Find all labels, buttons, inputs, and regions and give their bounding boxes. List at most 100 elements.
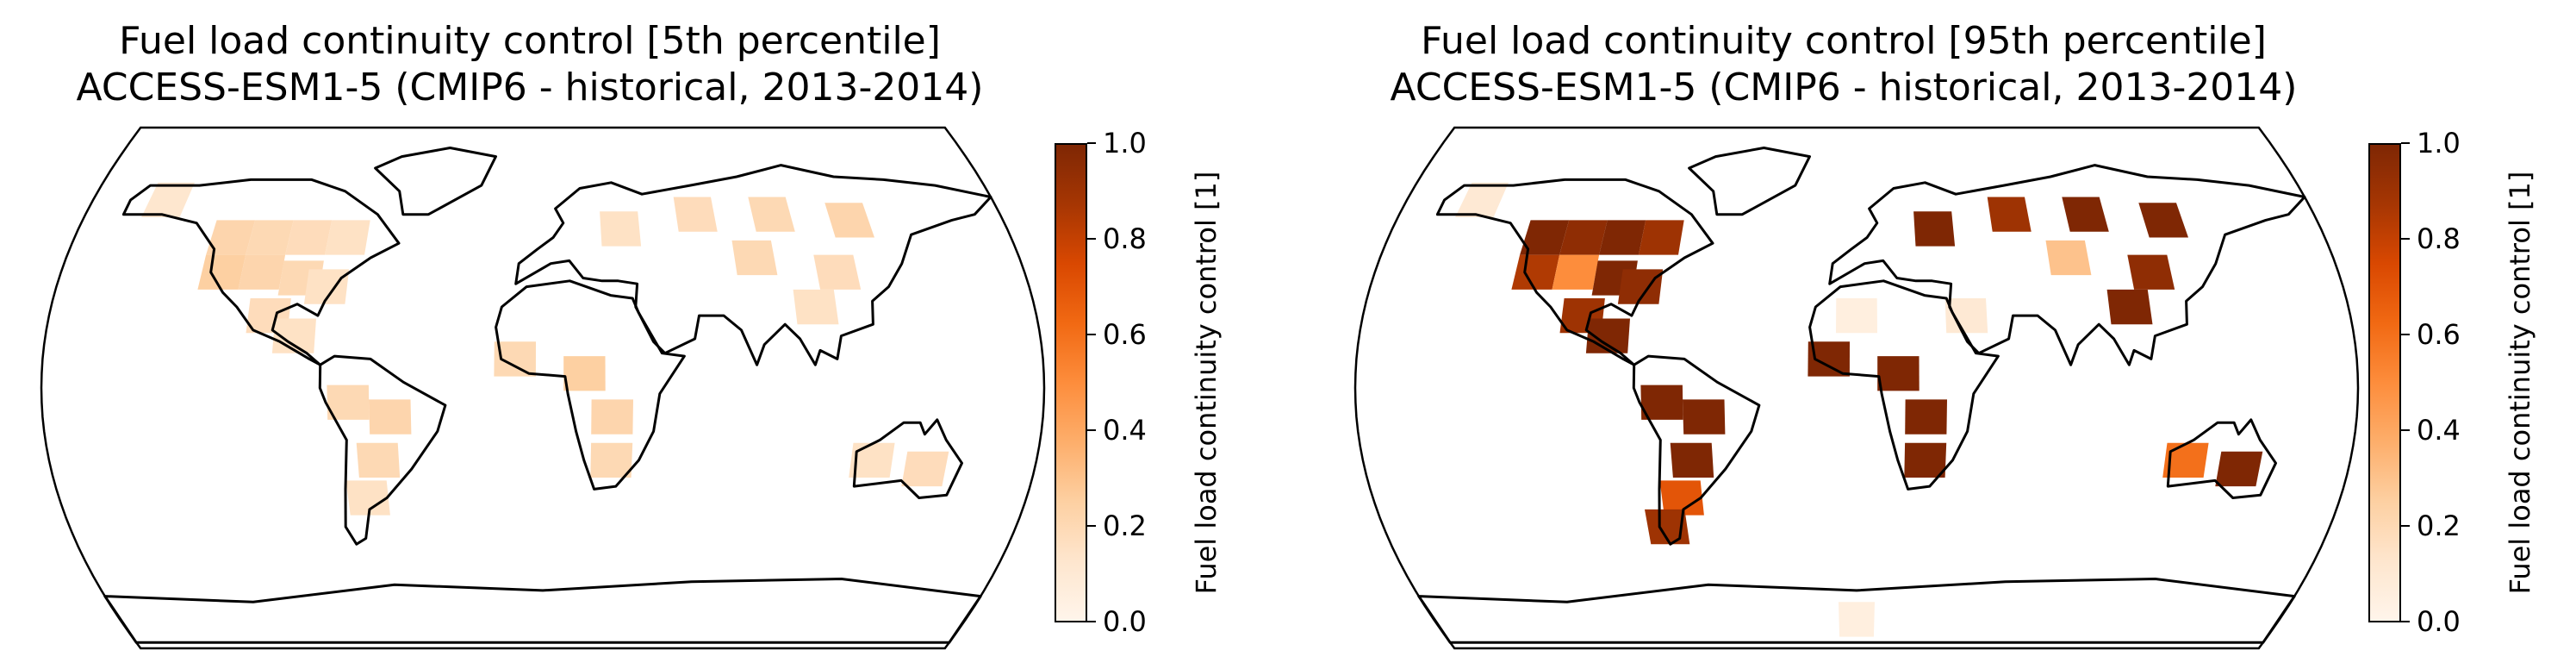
- grid-cell: [2127, 254, 2175, 290]
- map-title-line2: ACCESS-ESM1-5 (CMIP6 - historical, 2013-…: [76, 66, 984, 109]
- colorbar-tick-label: 1.0: [1103, 127, 1147, 159]
- grid-cell: [1905, 399, 1947, 435]
- grid-cell: [1877, 356, 1920, 391]
- grid-cell: [356, 442, 401, 478]
- coastline-africa: [495, 279, 686, 491]
- colorbar-tick: [2401, 334, 2410, 335]
- colorbar-tick-label: 0.2: [1103, 510, 1147, 542]
- colorbar-tick: [2401, 525, 2410, 527]
- colorbar-tick-label: 0.6: [2417, 318, 2461, 351]
- grid-cell: [590, 442, 633, 478]
- grid-cell: [591, 399, 633, 435]
- grid-cell: [1511, 254, 1560, 290]
- colorbar-tick: [1087, 525, 1096, 527]
- coastline-eurasia: [514, 164, 992, 366]
- coastline-antarctica: [1417, 578, 2296, 644]
- coastline-north-america: [121, 178, 401, 366]
- grid-cell: [1520, 220, 1570, 255]
- grid-cell: [303, 269, 350, 304]
- coastline-south-america: [1632, 354, 1761, 546]
- coastline-australia: [852, 418, 963, 499]
- coastline-africa: [1808, 279, 2000, 491]
- grid-cell: [793, 289, 839, 325]
- colorbar-tick: [1087, 621, 1096, 622]
- grid-cell: [1559, 220, 1608, 255]
- colorbar-label: Fuel load continuity control [1]: [1190, 171, 1223, 595]
- grid-cell: [1639, 220, 1684, 255]
- colorbar-tick-label: 0.8: [2417, 222, 2461, 255]
- grid-cell: [285, 220, 333, 255]
- grid-cell: [2045, 240, 2092, 276]
- map-title-line1: Fuel load continuity control [5th percen…: [119, 19, 941, 63]
- map-title-line2: ACCESS-ESM1-5 (CMIP6 - historical, 2013-…: [1390, 66, 2298, 109]
- colorbar-tick: [1087, 142, 1096, 144]
- colorbar: [1055, 143, 1087, 622]
- colorbar-tick: [2401, 621, 2410, 622]
- grid-cell: [1670, 442, 1714, 478]
- grid-cell: [1659, 480, 1704, 516]
- colorbar-tick: [2401, 238, 2410, 240]
- map-panel-95th: Fuel load continuity control [95th perce…: [1314, 0, 2576, 669]
- grid-cell: [901, 451, 949, 487]
- grid-cell: [1455, 182, 1509, 217]
- grid-cell: [563, 356, 606, 391]
- colorbar-tick-label: 0.6: [1103, 318, 1147, 351]
- grid-cell: [1839, 602, 1875, 637]
- colorbar: [2368, 143, 2401, 622]
- grid-cell: [206, 220, 256, 255]
- colorbar-label: Fuel load continuity control [1]: [2504, 171, 2536, 595]
- grid-cell: [1913, 211, 1956, 247]
- grid-cell: [1904, 442, 1947, 478]
- grid-cell: [141, 182, 195, 217]
- grid-cell: [1599, 220, 1646, 255]
- grid-cell: [731, 240, 778, 276]
- colorbar-tick: [1087, 429, 1096, 431]
- grid-cell: [494, 341, 536, 377]
- colorbar-tick-label: 0.2: [2417, 510, 2461, 542]
- grid-cell: [2106, 289, 2153, 325]
- coastline-greenland: [1688, 147, 1811, 216]
- coastline-antarctica: [103, 578, 982, 644]
- grid-cell: [1683, 399, 1726, 435]
- colorbar-tick-label: 0.8: [1103, 222, 1147, 255]
- grid-cell: [1617, 269, 1664, 304]
- colorbar-tick-label: 0.0: [2417, 605, 2461, 638]
- colorbar-tick: [2401, 142, 2410, 144]
- colorbar-tick-label: 0.0: [1103, 605, 1147, 638]
- grid-cell: [849, 442, 895, 478]
- coastline-australia: [2166, 418, 2277, 499]
- grid-cell: [1836, 298, 1877, 334]
- grid-cell: [197, 254, 246, 290]
- grid-cell: [824, 203, 874, 238]
- grid-cell: [1987, 197, 2032, 232]
- grid-cell: [246, 220, 294, 255]
- coastline-greenland: [374, 147, 497, 216]
- grid-cell: [600, 211, 642, 247]
- colorbar-tick-label: 0.4: [2417, 414, 2461, 447]
- grid-cell: [2062, 197, 2109, 232]
- colorbar-tick: [1087, 334, 1096, 335]
- map-plot: [1353, 126, 2360, 650]
- coastline-south-america: [318, 354, 447, 546]
- grid-cell: [327, 385, 370, 420]
- grid-cell: [238, 254, 286, 290]
- map-panel-5th: Fuel load continuity control [5th percen…: [40, 19, 1223, 650]
- grid-cell: [813, 254, 862, 290]
- grid-cell: [1552, 254, 1600, 290]
- grid-cell: [345, 480, 390, 516]
- grid-cell: [1645, 509, 1690, 545]
- map-plot: [40, 126, 1046, 650]
- grid-cell: [1944, 298, 1988, 334]
- coastline-north-america: [1435, 178, 1714, 366]
- grid-cell: [673, 197, 718, 232]
- colorbar-tick-label: 0.4: [1103, 414, 1147, 447]
- map-boundary: [40, 126, 1046, 650]
- grid-cell: [1640, 385, 1683, 420]
- map-boundary: [1353, 126, 2360, 650]
- colorbar-tick: [1087, 238, 1096, 240]
- grid-cell: [1808, 341, 1850, 377]
- colorbar-tick-label: 1.0: [2417, 127, 2461, 159]
- coastline-eurasia: [1828, 164, 2306, 366]
- grid-cell: [2138, 203, 2188, 238]
- colorbar-tick: [2401, 429, 2410, 431]
